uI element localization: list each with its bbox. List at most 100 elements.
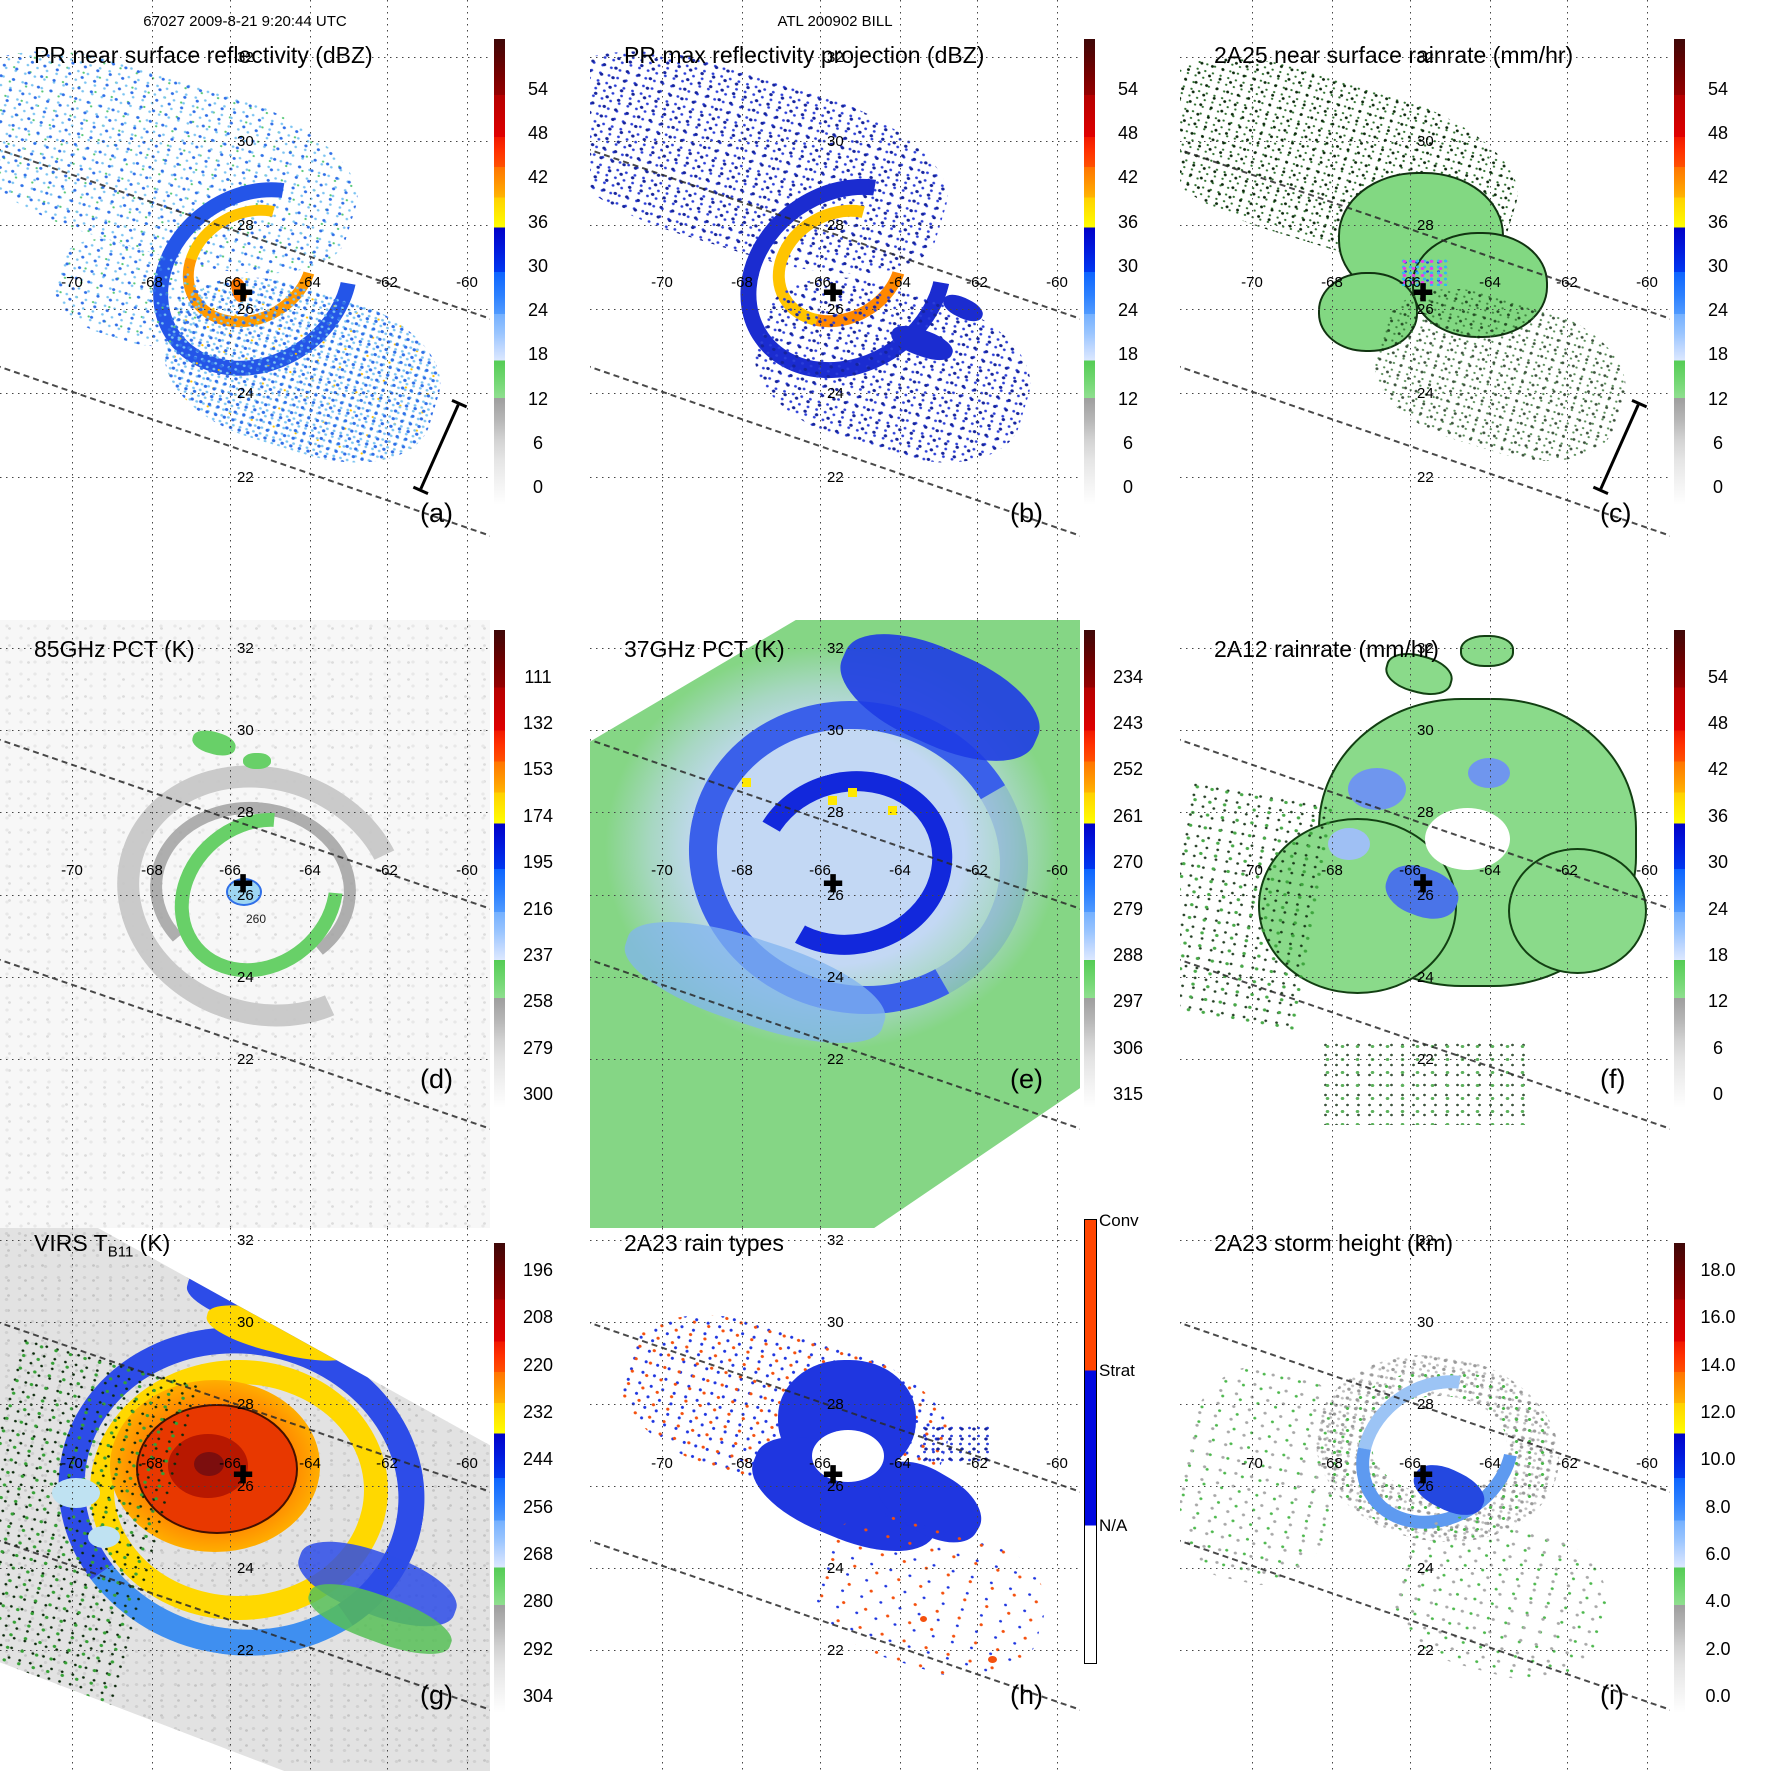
colorbar-tick: 54 <box>1117 78 1139 99</box>
map-b: -70 -68 -66 -64 -62 -60 32 30 28 26 24 22 ✚ (b) AT… <box>590 0 1080 620</box>
panel-title-prefix: VIRS T <box>34 1230 108 1256</box>
panel-letter: (b) <box>1010 498 1043 528</box>
colorbar-tick: 48 <box>1707 713 1729 734</box>
panel-title: PR near surface reflectivity (dBZ) <box>34 42 373 68</box>
colorbar-tick: 279 <box>1112 898 1144 919</box>
colorbar-tick: 30 <box>1117 255 1139 276</box>
raintype-colorbar <box>1084 1219 1097 1664</box>
scan-info-header: 67027 2009-8-21 9:20:44 UTC <box>143 13 347 30</box>
storm-id-header: ATL 200902 BILL <box>777 13 893 30</box>
storm-blob <box>52 1478 100 1508</box>
colorbar-tick: 234 <box>1112 666 1144 687</box>
colorbar-tick: 297 <box>1112 991 1144 1012</box>
panel-i: -70 -68 -66 -64 -62 -60 32 30 28 26 24 22 ✚ (i) 2A… <box>1180 1228 1771 1771</box>
colorbar <box>1084 630 1095 1108</box>
panel-title: VIRS TB11 (K) <box>34 1230 170 1261</box>
colorbar-tick: 54 <box>1707 78 1729 99</box>
panel-title-suffix: (K) <box>133 1230 171 1256</box>
map-h: -70 -68 -66 -64 -62 -60 32 30 28 26 24 22 ✚ (h) 2A… <box>590 1228 1080 1771</box>
map-c: -70 -68 -66 -64 -62 -60 32 30 28 26 24 22 ✚ (c) 2A… <box>1180 0 1670 620</box>
longitude-label: -60 <box>1636 862 1658 879</box>
longitude-label: -60 <box>1636 1455 1658 1472</box>
colorbar-tick: 252 <box>1112 759 1144 780</box>
map-e: -70 -68 -66 -64 -62 -60 32 30 28 26 24 22 ✚ (e) 37… <box>590 620 1080 1228</box>
colorbar-tick: 237 <box>522 945 554 966</box>
colorbar <box>494 630 505 1108</box>
colorbar-tick: 6 <box>1712 433 1723 454</box>
colorbar-tick: 42 <box>527 167 549 188</box>
panel-letter: (i) <box>1600 1680 1624 1710</box>
storm-imagery-h <box>590 1228 1080 1771</box>
colorbar-tick: 304 <box>522 1685 554 1706</box>
panel-a: -70 -68 -66 -64 -62 -60 32 30 28 26 24 22 ✚ (a) 67… <box>0 0 590 620</box>
colorbar-tick: 10.0 <box>1700 1449 1736 1470</box>
longitude-label: -70 <box>1241 274 1263 291</box>
longitude-label: -60 <box>456 274 478 291</box>
longitude-label: -70 <box>1241 862 1263 879</box>
colorbar-tick: 216 <box>522 898 554 919</box>
storm-center-marker: ✚ <box>823 1462 844 1489</box>
longitude-label: -68 <box>731 862 753 879</box>
longitude-label: -68 <box>141 862 163 879</box>
panel-title: 2A12 rainrate (mm/hr) <box>1214 636 1439 662</box>
colorbar-tick: 232 <box>522 1402 554 1423</box>
colorbar-tick: 36 <box>1117 211 1139 232</box>
panel-letter: (f) <box>1600 1064 1626 1094</box>
colorbar-tick: 36 <box>1707 211 1729 232</box>
panel-c: -70 -68 -66 -64 -62 -60 32 30 28 26 24 22 ✚ (c) 2A… <box>1180 0 1771 620</box>
panel-letter: (g) <box>420 1680 453 1710</box>
storm-center-marker: ✚ <box>233 1462 254 1489</box>
storm-blob <box>1348 768 1406 810</box>
longitude-label: -64 <box>299 862 321 879</box>
colorbar-tick: 8.0 <box>1705 1496 1731 1517</box>
longitude-label: -64 <box>1479 1455 1501 1472</box>
longitude-label: -60 <box>456 1455 478 1472</box>
colorbar-tick: 196 <box>522 1260 554 1281</box>
longitude-label: -68 <box>1321 1455 1343 1472</box>
colorbar-tick: 36 <box>1707 805 1729 826</box>
longitude-label: -64 <box>299 274 321 291</box>
colorbar-tick: 292 <box>522 1638 554 1659</box>
longitude-label: -70 <box>651 862 673 879</box>
storm-blob <box>1460 635 1514 667</box>
colorbar-tick: 0 <box>532 477 543 498</box>
storm-center-marker: ✚ <box>1413 280 1434 307</box>
colorbar-tick: 14.0 <box>1700 1354 1736 1375</box>
storm-blob <box>88 1526 120 1548</box>
longitude-label: -62 <box>1556 1455 1578 1472</box>
colorbar-tick: 18 <box>1707 945 1729 966</box>
colorbar-tick: 16.0 <box>1700 1307 1736 1328</box>
storm-center-marker: ✚ <box>233 871 254 898</box>
longitude-label: -64 <box>299 1455 321 1472</box>
storm-blob <box>243 753 271 769</box>
longitude-label: -62 <box>966 274 988 291</box>
colorbar-tick: 258 <box>522 991 554 1012</box>
longitude-label: -62 <box>966 862 988 879</box>
colorbar-ticks: 0 6 12 18 24 30 36 42 48 54 <box>1689 654 1747 1118</box>
storm-center-marker: ✚ <box>823 871 844 898</box>
storm-blob <box>189 726 239 760</box>
longitude-label: -64 <box>889 862 911 879</box>
panel-letter: (h) <box>1010 1680 1043 1710</box>
colorbar-tick: 243 <box>1112 713 1144 734</box>
colorbar <box>494 39 505 505</box>
longitude-label: -68 <box>1321 274 1343 291</box>
panel-letter: (e) <box>1010 1064 1043 1094</box>
colorbar-tick: 6.0 <box>1705 1543 1731 1564</box>
storm-blob <box>988 1656 997 1663</box>
colorbar-tick: 18.0 <box>1700 1260 1736 1281</box>
colorbar-tick: 280 <box>522 1591 554 1612</box>
storm-blob <box>1320 1040 1530 1125</box>
longitude-label: -70 <box>61 1455 83 1472</box>
colorbar-ticks: 304 292 280 268 256 244 232 220 208 196 <box>509 1247 567 1720</box>
colorbar-tick: 12 <box>527 388 549 409</box>
colorbar-tick: 244 <box>522 1449 554 1470</box>
panel-title: 2A25 near surface rainrate (mm/hr) <box>1214 42 1574 68</box>
storm-imagery-f <box>1180 620 1670 1228</box>
longitude-label: -60 <box>1046 274 1068 291</box>
colorbar-ticks: 315 306 297 288 279 270 261 252 243 234 <box>1099 654 1157 1118</box>
storm-blob <box>828 796 837 805</box>
map-i: -70 -68 -66 -64 -62 -60 32 30 28 26 24 22 ✚ (i) 2A… <box>1180 1228 1670 1771</box>
colorbar-tick: 48 <box>1707 122 1729 143</box>
colorbar-tick: 54 <box>1707 666 1729 687</box>
